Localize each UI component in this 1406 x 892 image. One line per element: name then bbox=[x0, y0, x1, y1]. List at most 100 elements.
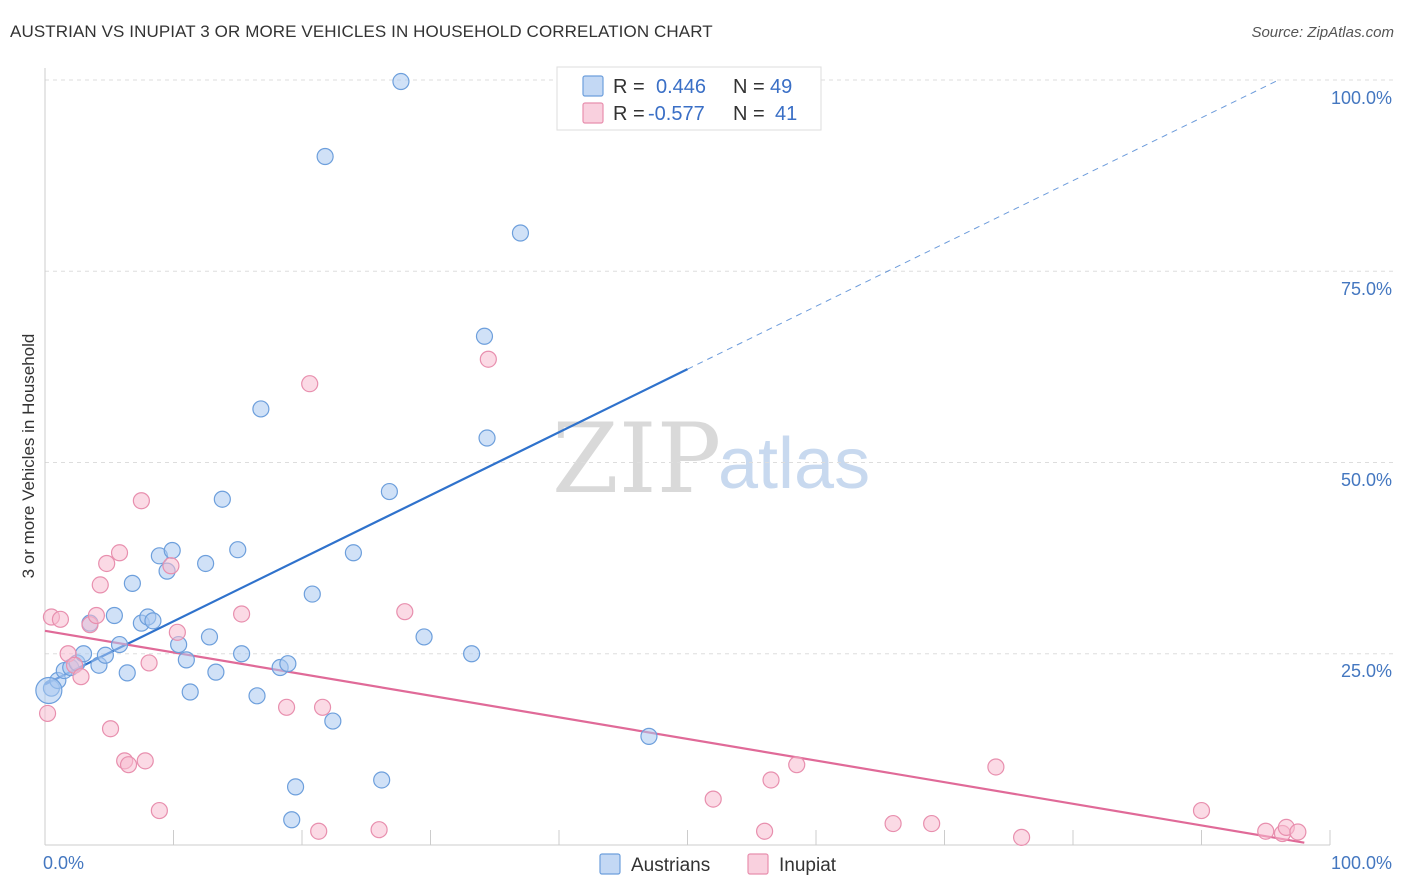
point-austrians bbox=[233, 645, 251, 663]
point-austrians bbox=[463, 645, 481, 663]
x-tick-label-right: 100.0% bbox=[1331, 853, 1392, 873]
point-inupiat bbox=[87, 606, 106, 625]
point-inupiat bbox=[987, 758, 1005, 776]
point-austrians bbox=[640, 727, 658, 745]
point-inupiat bbox=[310, 822, 328, 840]
point-inupiat bbox=[1289, 823, 1307, 841]
point-austrians bbox=[511, 224, 530, 242]
legend: R = 0.446 N = 49 R = -0.577 N = 41 bbox=[556, 66, 822, 131]
point-austrians bbox=[213, 490, 231, 508]
legend-r-value-austrians: 0.446 bbox=[656, 76, 706, 98]
point-austrians bbox=[207, 663, 225, 681]
bottom-legend-label-inupiat: Inupiat bbox=[779, 855, 837, 876]
point-austrians bbox=[96, 646, 114, 664]
point-inupiat bbox=[313, 698, 332, 716]
point-inupiat bbox=[370, 821, 388, 839]
point-inupiat bbox=[162, 557, 180, 575]
point-austrians bbox=[373, 771, 391, 789]
legend-n-value-inupiat: 41 bbox=[775, 103, 797, 125]
legend-r-value-inupiat: -0.577 bbox=[648, 103, 705, 125]
point-inupiat bbox=[923, 814, 941, 833]
point-austrians bbox=[303, 585, 321, 603]
point-austrians bbox=[197, 554, 215, 573]
grid-lines bbox=[45, 79, 1395, 655]
point-austrians bbox=[286, 778, 305, 796]
point-inupiat bbox=[755, 822, 774, 840]
watermark-zip: ZIP bbox=[552, 403, 721, 515]
point-inupiat bbox=[479, 350, 497, 368]
point-austrians bbox=[35, 676, 63, 705]
y-axis-title: 3 or more Vehicles in Household bbox=[19, 334, 38, 579]
trendline-inupiat bbox=[44, 629, 1305, 844]
trendlines bbox=[44, 79, 1305, 844]
point-inupiat bbox=[140, 654, 158, 672]
legend-n-value-austrians: 49 bbox=[770, 76, 792, 98]
point-austrians bbox=[324, 712, 342, 730]
point-austrians bbox=[279, 655, 297, 673]
point-inupiat bbox=[1012, 828, 1031, 846]
legend-n-label-austrians: N = bbox=[733, 76, 765, 98]
bottom-legend-swatch-inupiat bbox=[747, 853, 769, 875]
watermark-atlas: atlas bbox=[718, 424, 870, 504]
point-inupiat bbox=[51, 610, 70, 628]
point-inupiat bbox=[91, 576, 109, 594]
legend-swatch-inupiat bbox=[582, 102, 604, 124]
point-austrians bbox=[283, 811, 301, 829]
bottom-legend: Austrians Inupiat bbox=[599, 853, 837, 876]
point-inupiat bbox=[72, 668, 90, 686]
point-inupiat bbox=[110, 544, 129, 562]
point-inupiat bbox=[277, 698, 296, 716]
point-austrians bbox=[200, 628, 219, 646]
point-austrians bbox=[380, 482, 398, 501]
point-inupiat bbox=[136, 752, 154, 770]
point-austrians bbox=[478, 429, 496, 447]
point-inupiat bbox=[884, 814, 902, 833]
point-austrians bbox=[392, 72, 410, 91]
point-austrians bbox=[248, 687, 266, 705]
x-tick-label-left: 0.0% bbox=[43, 853, 84, 873]
point-austrians bbox=[415, 628, 433, 646]
trendline-austrians bbox=[44, 368, 688, 686]
data-points bbox=[35, 71, 1307, 846]
point-austrians bbox=[316, 147, 334, 166]
legend-n-label-inupiat: N = bbox=[733, 103, 765, 125]
point-inupiat bbox=[150, 801, 168, 820]
point-inupiat bbox=[396, 603, 414, 621]
point-austrians bbox=[123, 574, 141, 592]
y-tick-label-50: 50.0% bbox=[1341, 470, 1392, 490]
point-austrians bbox=[177, 651, 195, 669]
point-austrians bbox=[144, 612, 162, 630]
point-inupiat bbox=[98, 554, 116, 573]
point-austrians bbox=[344, 544, 362, 562]
point-inupiat bbox=[168, 623, 186, 641]
point-austrians bbox=[110, 635, 129, 654]
point-inupiat bbox=[301, 375, 319, 393]
point-inupiat bbox=[788, 756, 806, 774]
point-inupiat bbox=[1192, 801, 1211, 820]
point-austrians bbox=[105, 606, 123, 625]
chart-title: AUSTRIAN VS INUPIAT 3 OR MORE VEHICLES I… bbox=[10, 22, 713, 41]
point-austrians bbox=[229, 541, 247, 559]
point-austrians bbox=[181, 683, 199, 701]
legend-r-label-austrians: R = bbox=[613, 76, 645, 98]
source-label: Source: ZipAtlas.com bbox=[1251, 24, 1394, 41]
point-inupiat bbox=[38, 704, 57, 723]
y-tick-label-75: 75.0% bbox=[1341, 279, 1392, 299]
point-inupiat bbox=[132, 492, 150, 510]
point-inupiat bbox=[762, 771, 780, 789]
point-inupiat bbox=[101, 720, 120, 738]
point-austrians bbox=[163, 541, 181, 560]
point-austrians bbox=[252, 400, 270, 418]
bottom-legend-swatch-austrians bbox=[599, 853, 621, 875]
point-inupiat bbox=[119, 756, 138, 774]
point-inupiat bbox=[233, 605, 251, 623]
y-tick-label-100: 100.0% bbox=[1331, 88, 1392, 108]
legend-r-label-inupiat: R = bbox=[613, 103, 645, 125]
point-inupiat bbox=[704, 790, 722, 808]
point-austrians bbox=[475, 327, 494, 345]
point-inupiat bbox=[1257, 822, 1275, 840]
point-austrians bbox=[118, 664, 136, 682]
legend-swatch-austrians bbox=[582, 75, 604, 97]
bottom-legend-label-austrians: Austrians bbox=[631, 855, 710, 876]
